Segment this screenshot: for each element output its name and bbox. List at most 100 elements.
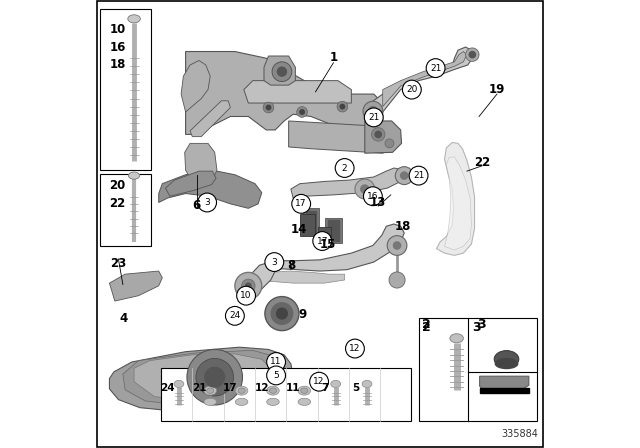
Circle shape — [469, 52, 476, 58]
Text: 23: 23 — [110, 257, 127, 270]
Circle shape — [292, 194, 310, 213]
Text: 14: 14 — [291, 223, 307, 236]
Circle shape — [363, 101, 383, 121]
Circle shape — [335, 159, 354, 177]
Text: 7: 7 — [321, 383, 328, 392]
Circle shape — [237, 286, 255, 305]
Text: 18: 18 — [395, 220, 411, 233]
Circle shape — [387, 236, 407, 255]
Polygon shape — [134, 354, 271, 402]
Polygon shape — [123, 350, 284, 405]
Circle shape — [426, 59, 445, 78]
Polygon shape — [186, 52, 383, 134]
Circle shape — [375, 131, 381, 138]
Circle shape — [267, 366, 285, 385]
Ellipse shape — [298, 398, 310, 405]
Circle shape — [300, 110, 305, 114]
Polygon shape — [383, 52, 467, 107]
Ellipse shape — [298, 386, 310, 395]
Text: 17: 17 — [223, 383, 237, 392]
Circle shape — [337, 101, 348, 112]
Bar — [318, 227, 331, 246]
Text: 10: 10 — [241, 291, 252, 300]
Text: 24: 24 — [161, 383, 175, 392]
Circle shape — [364, 187, 382, 206]
Ellipse shape — [267, 386, 279, 395]
Circle shape — [272, 62, 292, 82]
Bar — [100, 9, 151, 170]
Text: 2: 2 — [422, 320, 431, 334]
Text: 1: 1 — [330, 51, 337, 64]
Ellipse shape — [450, 334, 463, 343]
Text: 21: 21 — [368, 113, 380, 122]
Text: 10: 10 — [109, 22, 125, 36]
Bar — [306, 211, 316, 231]
Text: 12: 12 — [255, 383, 269, 392]
Ellipse shape — [204, 386, 216, 395]
Circle shape — [265, 253, 284, 271]
Circle shape — [396, 167, 413, 185]
Circle shape — [225, 306, 244, 325]
Ellipse shape — [174, 380, 184, 388]
Text: 5: 5 — [273, 371, 279, 380]
Circle shape — [271, 303, 292, 324]
Ellipse shape — [238, 388, 245, 393]
Circle shape — [369, 107, 378, 116]
Ellipse shape — [362, 380, 372, 388]
Ellipse shape — [129, 172, 140, 179]
Text: 22: 22 — [474, 155, 490, 169]
Ellipse shape — [267, 398, 279, 405]
Text: 11: 11 — [286, 383, 300, 392]
Text: 16: 16 — [367, 192, 379, 201]
Circle shape — [403, 80, 421, 99]
Ellipse shape — [269, 388, 276, 393]
Polygon shape — [244, 81, 351, 103]
Circle shape — [263, 102, 274, 113]
Text: 2: 2 — [422, 318, 431, 332]
Text: 21: 21 — [192, 383, 206, 392]
Text: 3: 3 — [472, 320, 481, 334]
Ellipse shape — [128, 15, 140, 23]
Ellipse shape — [301, 388, 308, 393]
Circle shape — [401, 172, 408, 179]
Text: 24: 24 — [229, 311, 241, 320]
Polygon shape — [109, 347, 293, 411]
Circle shape — [276, 308, 287, 319]
Text: 16: 16 — [109, 40, 126, 54]
Circle shape — [346, 339, 364, 358]
Text: 8: 8 — [287, 258, 295, 272]
Circle shape — [278, 67, 287, 76]
Circle shape — [235, 272, 262, 299]
Text: 19: 19 — [489, 83, 505, 96]
Polygon shape — [445, 157, 472, 250]
Bar — [328, 220, 339, 241]
Ellipse shape — [236, 386, 248, 395]
Text: 13: 13 — [370, 196, 387, 209]
Polygon shape — [244, 224, 404, 291]
Text: 12: 12 — [314, 377, 324, 386]
Polygon shape — [109, 271, 163, 301]
Text: 15: 15 — [320, 237, 336, 251]
Text: 21: 21 — [413, 171, 424, 180]
Text: 18: 18 — [109, 58, 126, 72]
Text: 3: 3 — [477, 318, 486, 332]
Circle shape — [196, 358, 234, 396]
Bar — [161, 368, 411, 421]
Ellipse shape — [236, 398, 248, 405]
Circle shape — [205, 367, 225, 387]
Ellipse shape — [204, 398, 216, 405]
Text: 17: 17 — [317, 237, 328, 246]
Polygon shape — [252, 271, 345, 284]
Text: 11: 11 — [270, 358, 282, 366]
Text: 2: 2 — [342, 164, 348, 172]
Circle shape — [265, 297, 299, 331]
Text: 3: 3 — [204, 198, 210, 207]
Text: 22: 22 — [109, 197, 125, 211]
Circle shape — [313, 232, 332, 250]
Text: 21: 21 — [430, 64, 441, 73]
Circle shape — [361, 185, 369, 193]
Text: 20: 20 — [109, 179, 125, 193]
Circle shape — [371, 128, 385, 141]
Text: 6: 6 — [193, 198, 201, 212]
Polygon shape — [159, 170, 262, 208]
